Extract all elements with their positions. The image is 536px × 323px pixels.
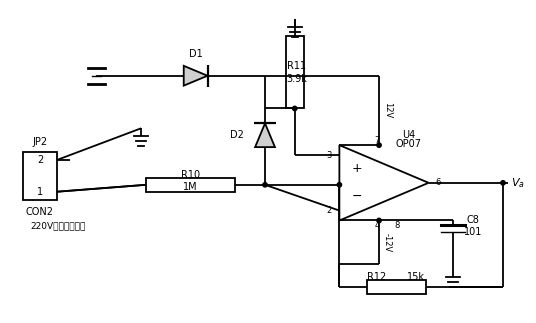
Text: 12V: 12V: [383, 102, 392, 119]
Text: JP2: JP2: [32, 137, 48, 147]
Text: U4: U4: [402, 130, 415, 140]
Circle shape: [293, 106, 297, 111]
Text: 6: 6: [436, 178, 441, 187]
Text: R11: R11: [287, 61, 306, 71]
Text: 8: 8: [394, 221, 399, 230]
Text: 1M: 1M: [183, 182, 198, 192]
Polygon shape: [255, 123, 275, 147]
Text: R10: R10: [181, 170, 200, 180]
Circle shape: [337, 182, 341, 187]
Text: 101: 101: [464, 227, 482, 237]
Text: 2: 2: [327, 206, 332, 215]
Text: OP07: OP07: [396, 139, 422, 149]
Text: 220V交流输入接口: 220V交流输入接口: [30, 221, 85, 230]
Text: CON2: CON2: [26, 207, 54, 216]
Text: C8: C8: [467, 215, 480, 225]
Text: 4: 4: [375, 221, 379, 230]
Text: D1: D1: [189, 49, 203, 59]
Circle shape: [263, 182, 267, 187]
Text: R12: R12: [367, 272, 386, 282]
Bar: [146, 178, 235, 192]
Circle shape: [501, 181, 505, 185]
Circle shape: [377, 218, 381, 223]
Text: 3.9k: 3.9k: [286, 74, 307, 84]
Text: D2: D2: [230, 130, 244, 140]
Text: 3: 3: [327, 151, 332, 160]
Bar: [23, 152, 57, 200]
Circle shape: [377, 143, 381, 147]
Bar: [286, 36, 304, 109]
Text: +: +: [352, 162, 362, 175]
Text: 7: 7: [374, 136, 379, 145]
Text: −: −: [352, 190, 362, 203]
Polygon shape: [184, 66, 207, 86]
Bar: [367, 280, 426, 294]
Text: 2: 2: [37, 155, 43, 165]
Text: 15k: 15k: [407, 272, 425, 282]
Text: $V_a$: $V_a$: [511, 176, 525, 190]
Text: 1: 1: [37, 187, 43, 197]
Text: -12V: -12V: [383, 233, 392, 252]
